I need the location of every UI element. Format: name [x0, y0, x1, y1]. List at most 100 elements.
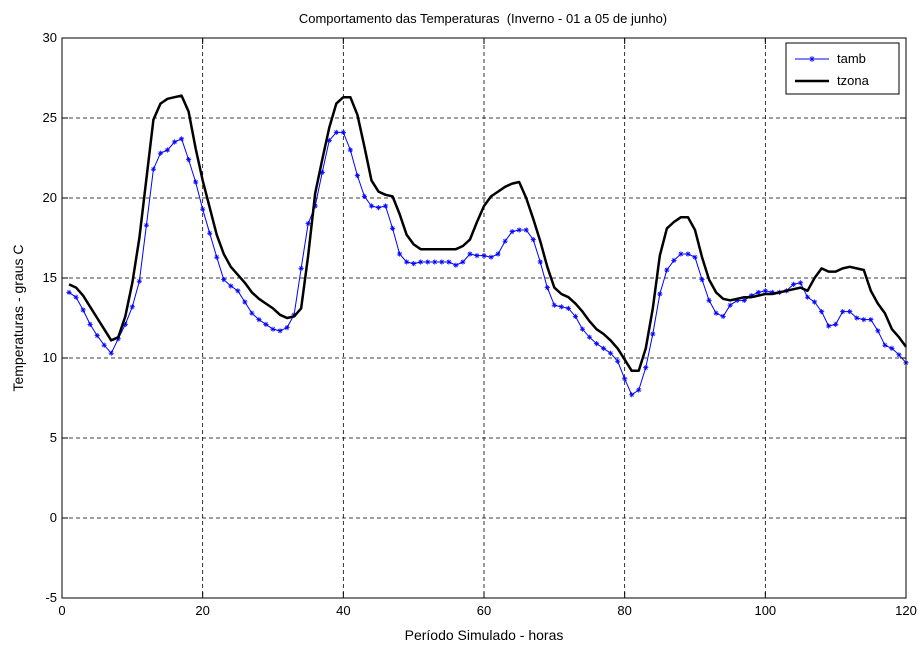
- y-tick-label: 0: [50, 510, 57, 525]
- y-tick-label: 30: [43, 30, 57, 45]
- data-point-tamb: [249, 310, 255, 316]
- data-point-tamb: [460, 259, 466, 265]
- data-point-tamb: [425, 259, 431, 265]
- data-point-tamb: [727, 302, 733, 308]
- data-point-tamb: [87, 321, 93, 327]
- x-tick-label: 80: [617, 603, 631, 618]
- data-point-tamb: [608, 350, 614, 356]
- data-point-tamb: [629, 392, 635, 398]
- data-point-tamb: [692, 254, 698, 260]
- data-point-tamb: [80, 307, 86, 313]
- data-point-tamb: [375, 205, 382, 211]
- data-point-tamb: [790, 281, 797, 287]
- y-tick-label: 5: [50, 430, 57, 445]
- data-point-tamb: [101, 342, 107, 348]
- data-point-tamb: [502, 238, 508, 244]
- x-tick-label: 0: [58, 603, 65, 618]
- data-point-tamb: [664, 267, 670, 273]
- data-point-tamb: [762, 288, 768, 294]
- data-point-tamb: [720, 313, 726, 319]
- data-point-tamb: [896, 352, 902, 358]
- data-point-tamb: [200, 206, 206, 212]
- data-point-tamb: [136, 278, 142, 284]
- data-point-tamb: [847, 309, 853, 315]
- data-point-tamb: [643, 365, 649, 371]
- data-point-tamb: [882, 342, 888, 348]
- data-point-tamb: [305, 221, 311, 227]
- data-point-tamb: [368, 203, 375, 209]
- data-point-tamb: [193, 179, 199, 185]
- data-point-tamb: [157, 150, 164, 156]
- data-point-tamb: [453, 262, 459, 268]
- data-point-tamb: [467, 251, 473, 257]
- y-tick-label: 10: [43, 350, 57, 365]
- data-point-tamb: [600, 345, 607, 351]
- y-axis-title: Temperaturas - graus C: [10, 244, 26, 391]
- data-point-tamb: [284, 325, 290, 331]
- y-tick-label: 15: [43, 270, 57, 285]
- data-point-tamb: [868, 317, 874, 323]
- data-point-tamb: [811, 299, 818, 305]
- legend-box: [785, 42, 900, 95]
- data-point-tamb: [833, 321, 839, 327]
- data-point-tamb: [861, 317, 867, 323]
- series-markers-tamb: [66, 129, 909, 398]
- data-point-tamb: [298, 265, 304, 271]
- chart-title: Comportamento das Temperaturas (Inverno …: [299, 11, 667, 26]
- y-tick-label: 20: [43, 190, 57, 205]
- data-point-tamb: [826, 323, 832, 329]
- x-axis-title: Período Simulado - horas: [405, 627, 564, 643]
- data-point-tamb: [713, 310, 719, 316]
- data-point-tamb: [143, 222, 149, 228]
- data-point-tamb: [509, 229, 515, 235]
- data-point-tamb: [235, 288, 241, 294]
- data-point-tamb: [572, 313, 579, 319]
- series-layer: [66, 94, 909, 398]
- x-tick-label: 120: [895, 603, 917, 618]
- data-point-tamb: [361, 193, 368, 199]
- data-point-tamb: [615, 358, 621, 364]
- data-point-tamb: [382, 203, 389, 209]
- legend: tamb tzona: [785, 42, 900, 95]
- data-point-tamb: [741, 297, 747, 303]
- data-point-tamb: [397, 251, 403, 257]
- data-point-tamb: [164, 147, 171, 153]
- data-point-tamb: [530, 237, 536, 243]
- data-point-tamb: [108, 350, 114, 356]
- data-point-tamb: [411, 261, 417, 267]
- data-point-tamb: [854, 315, 860, 321]
- data-point-tamb: [214, 254, 220, 260]
- data-point-tamb: [558, 304, 564, 310]
- data-point-tamb: [333, 129, 339, 135]
- data-point-tamb: [474, 253, 480, 259]
- data-point-tamb: [586, 334, 593, 340]
- data-point-tamb: [340, 129, 346, 135]
- data-point-tamb: [347, 147, 353, 153]
- data-point-tamb: [256, 317, 262, 323]
- data-point-tamb: [354, 173, 360, 179]
- data-point-tamb: [840, 309, 846, 315]
- data-point-tamb: [706, 297, 712, 303]
- legend-tamb-marker: [809, 56, 815, 62]
- data-point-tamb: [270, 326, 276, 332]
- data-point-tamb: [242, 299, 248, 305]
- data-point-tamb: [404, 259, 410, 265]
- x-tick-label: 60: [477, 603, 491, 618]
- data-point-tamb: [565, 305, 571, 311]
- data-point-tamb: [699, 277, 705, 283]
- data-point-tamb: [797, 280, 804, 286]
- x-tick-label: 100: [754, 603, 776, 618]
- data-point-tamb: [523, 227, 529, 233]
- data-point-tamb: [537, 259, 543, 265]
- data-point-tamb: [495, 251, 501, 257]
- data-point-tamb: [73, 294, 79, 300]
- series-line-tzona: [68, 94, 908, 373]
- data-point-tamb: [755, 289, 761, 295]
- data-point-tamb: [650, 331, 656, 337]
- data-point-tamb: [94, 333, 100, 339]
- data-point-tamb: [593, 341, 600, 347]
- legend-tamb-label: tamb: [837, 51, 866, 66]
- data-point-tamb: [277, 328, 283, 334]
